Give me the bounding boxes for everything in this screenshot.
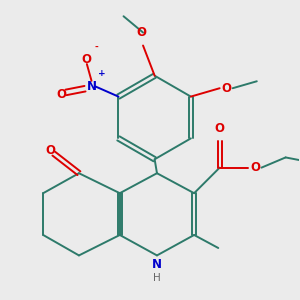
Text: -: - <box>95 43 98 52</box>
Text: N: N <box>152 258 162 271</box>
Text: H: H <box>153 273 161 283</box>
Text: O: O <box>215 122 225 135</box>
Text: N: N <box>86 80 97 93</box>
Text: O: O <box>56 88 66 101</box>
Text: O: O <box>250 161 260 174</box>
Text: O: O <box>82 53 92 66</box>
Text: O: O <box>136 26 147 40</box>
Text: O: O <box>45 143 55 157</box>
Text: O: O <box>221 82 231 95</box>
Text: +: + <box>98 70 105 79</box>
